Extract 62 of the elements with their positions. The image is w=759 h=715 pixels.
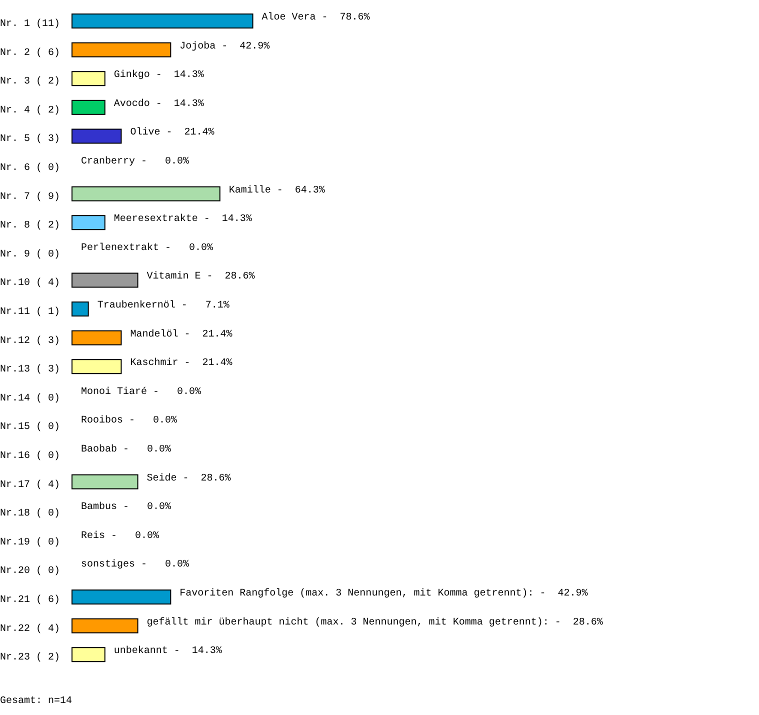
- bar: [72, 590, 172, 604]
- data-label: Olive ‐ 21.4%: [130, 126, 214, 139]
- data-label: Vitamin E ‐ 28.6%: [146, 270, 255, 283]
- data-label: sonstiges ‐ 0.0%: [81, 558, 190, 571]
- y-tick-label: Nr.18 ( 0): [0, 508, 60, 520]
- y-tick-label: Nr. 8 ( 2): [0, 220, 60, 232]
- data-label: Monoi Tiaré ‐ 0.0%: [81, 386, 202, 398]
- bar: [72, 359, 122, 374]
- y-tick-label: Nr.16 ( 0): [0, 450, 60, 462]
- bar: [72, 186, 220, 202]
- y-tick-label: Nr. 9 ( 0): [0, 248, 60, 260]
- y-tick-label: Nr. 6 ( 0): [0, 162, 60, 174]
- data-label: Perlenextrakt ‐ 0.0%: [81, 242, 214, 254]
- data-label: Cranberry ‐ 0.0%: [81, 156, 190, 168]
- data-label: Bambus ‐ 0.0%: [81, 501, 172, 514]
- data-label: Baobab ‐ 0.0%: [81, 444, 172, 456]
- bar: [72, 330, 122, 346]
- data-label: gefällt mir überhaupt nicht (max. 3 Nennungen, mit Komma getrennt): ‐ 28.6%: [146, 616, 603, 628]
- y-tick-label: Nr. 2 ( 6): [0, 46, 60, 59]
- bar: [72, 128, 122, 144]
- y-tick-label: Nr.13 ( 3): [0, 364, 60, 376]
- bar: [72, 647, 106, 662]
- y-tick-label: Nr.21 ( 6): [0, 594, 60, 606]
- bar: [72, 272, 138, 288]
- bar: [72, 302, 89, 316]
- bar: [72, 215, 106, 230]
- y-tick-label: Nr.11 ( 1): [0, 306, 60, 318]
- y-tick-label: Nr.22 ( 4): [0, 622, 60, 635]
- y-tick-label: Nr.14 ( 0): [0, 392, 60, 404]
- y-tick-label: Nr.17 ( 4): [0, 478, 60, 491]
- y-tick-label: Nr.10 ( 4): [0, 277, 60, 290]
- data-label: Mandelöl ‐ 21.4%: [130, 328, 232, 340]
- bar: [72, 618, 138, 634]
- y-tick-label: Nr. 3 ( 2): [0, 76, 60, 88]
- y-tick-label: Nr.19 ( 0): [0, 536, 60, 548]
- data-label: unbekannt ‐ 14.3%: [114, 645, 222, 658]
- y-tick-label: Nr.12 ( 3): [0, 334, 60, 347]
- y-tick-label: Nr.23 ( 2): [0, 652, 60, 664]
- bar: [72, 14, 254, 28]
- data-label: Seide ‐ 28.6%: [146, 472, 231, 484]
- data-label: Ginkgo ‐ 14.3%: [114, 69, 204, 82]
- data-label: Kaschmir ‐ 21.4%: [130, 357, 232, 370]
- data-label: Avocdo ‐ 14.3%: [114, 98, 204, 110]
- bar: [72, 71, 106, 86]
- y-tick-label: Nr.15 ( 0): [0, 421, 60, 434]
- y-tick-label: Nr. 7 ( 9): [0, 190, 60, 203]
- data-label: Reis ‐ 0.0%: [81, 530, 160, 542]
- data-label: Kamille ‐ 64.3%: [228, 184, 325, 196]
- data-label: Aloe Vera ‐ 78.6%: [262, 12, 370, 24]
- bar: [72, 474, 138, 490]
- y-tick-label: Nr. 5 ( 3): [0, 133, 60, 146]
- y-tick-label: Nr. 4 ( 2): [0, 104, 60, 116]
- data-label: Traubenkernöl ‐ 7.1%: [97, 300, 230, 312]
- bar: [72, 42, 172, 58]
- data-label: Rooibos ‐ 0.0%: [81, 414, 178, 427]
- data-label: Favoriten Rangfolge (max. 3 Nennungen, mit Komma getrennt): ‐ 42.9%: [180, 588, 588, 600]
- data-label: Meeresextrakte ‐ 14.3%: [114, 213, 252, 226]
- y-tick-label: Nr. 1 (11): [0, 18, 60, 30]
- y-tick-label: Nr.20 ( 0): [0, 565, 60, 578]
- bar: [72, 100, 106, 115]
- data-label: Jojoba ‐ 42.9%: [180, 40, 270, 52]
- text: Gesamt: n=14: [0, 696, 72, 707]
